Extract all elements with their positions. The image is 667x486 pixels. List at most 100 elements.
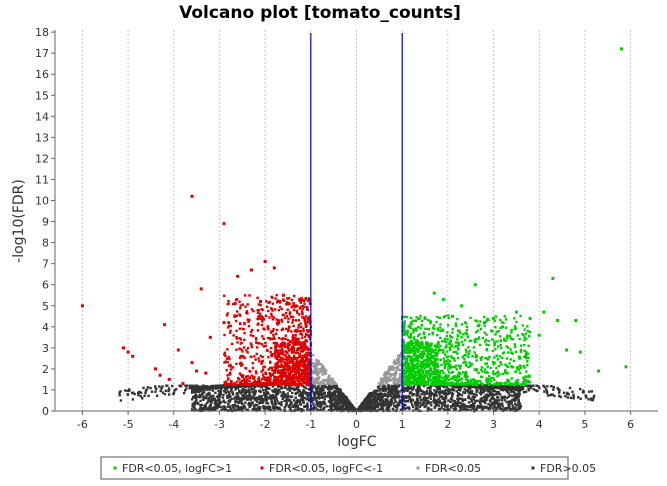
data-point	[438, 393, 440, 395]
data-point	[305, 387, 307, 389]
data-point	[299, 390, 301, 392]
data-point	[430, 404, 432, 406]
data-point	[271, 401, 273, 403]
data-point	[490, 398, 492, 400]
data-point	[411, 404, 413, 406]
data-point	[334, 390, 336, 392]
data-point	[371, 403, 373, 405]
data-point	[451, 399, 453, 401]
data-point	[276, 342, 278, 344]
data-point	[435, 394, 437, 396]
data-point	[217, 403, 219, 405]
data-point	[392, 396, 394, 398]
data-point	[267, 392, 269, 394]
data-point	[294, 402, 296, 404]
data-point	[385, 400, 387, 402]
data-point	[336, 389, 338, 391]
data-point	[214, 402, 216, 404]
data-point	[202, 395, 204, 397]
data-point	[490, 404, 492, 406]
data-point	[201, 393, 203, 395]
data-point	[430, 394, 432, 396]
data-point	[199, 400, 201, 402]
data-point	[441, 404, 443, 406]
data-point	[504, 408, 506, 410]
data-point	[480, 392, 482, 394]
data-point	[241, 394, 243, 396]
data-point	[377, 394, 379, 396]
data-point	[329, 391, 331, 393]
data-point	[429, 391, 431, 393]
data-point	[483, 407, 485, 409]
data-point	[447, 388, 449, 390]
data-point	[330, 394, 332, 396]
data-point	[424, 406, 426, 408]
data-point	[416, 394, 418, 396]
data-point	[381, 381, 383, 383]
data-point	[209, 405, 211, 407]
data-point	[510, 408, 512, 410]
data-point	[397, 355, 399, 357]
data-point	[293, 399, 295, 401]
data-point	[384, 393, 386, 395]
data-point	[218, 399, 220, 401]
data-point	[290, 402, 292, 404]
data-point	[458, 398, 460, 400]
data-point	[443, 386, 445, 388]
data-point	[372, 399, 374, 401]
data-point	[379, 397, 381, 399]
data-point	[460, 398, 462, 400]
data-point	[470, 398, 472, 400]
data-point	[399, 390, 401, 392]
data-point	[220, 393, 222, 395]
data-point	[223, 399, 225, 401]
data-point	[212, 395, 214, 397]
data-point	[361, 406, 363, 408]
data-point	[511, 399, 513, 401]
data-point	[482, 391, 484, 393]
data-point	[507, 391, 509, 393]
data-point	[468, 401, 470, 403]
data-point	[336, 399, 338, 401]
data-point	[318, 368, 320, 370]
data-point	[387, 370, 389, 372]
data-point	[471, 390, 473, 392]
data-point	[461, 394, 463, 396]
data-point	[492, 390, 494, 392]
data-point	[289, 407, 291, 409]
data-point	[363, 400, 365, 402]
chart-title: Volcano plot [tomato_counts]	[179, 3, 461, 23]
data-point	[399, 363, 401, 365]
data-point	[281, 386, 283, 388]
data-point	[330, 405, 332, 407]
data-point	[438, 400, 440, 402]
data-point	[385, 373, 387, 375]
data-point	[448, 392, 450, 394]
data-point	[442, 398, 444, 400]
data-point	[305, 392, 307, 394]
data-point	[455, 408, 457, 410]
data-point	[394, 385, 396, 387]
data-point	[427, 407, 429, 409]
data-point	[278, 344, 280, 346]
data-point	[337, 393, 339, 395]
data-point	[447, 408, 449, 410]
data-point	[397, 395, 399, 397]
data-point	[224, 406, 226, 408]
data-point	[474, 400, 476, 402]
data-point	[263, 392, 265, 394]
data-point	[499, 403, 501, 405]
data-point	[480, 397, 482, 399]
data-point	[367, 395, 369, 397]
data-point	[317, 393, 319, 395]
data-point	[383, 402, 385, 404]
data-point	[321, 385, 323, 387]
data-point	[297, 399, 299, 401]
data-point	[259, 390, 261, 392]
data-point	[262, 389, 264, 391]
data-point	[242, 406, 244, 408]
data-point	[376, 400, 378, 402]
data-point	[246, 395, 248, 397]
data-point	[519, 402, 521, 404]
